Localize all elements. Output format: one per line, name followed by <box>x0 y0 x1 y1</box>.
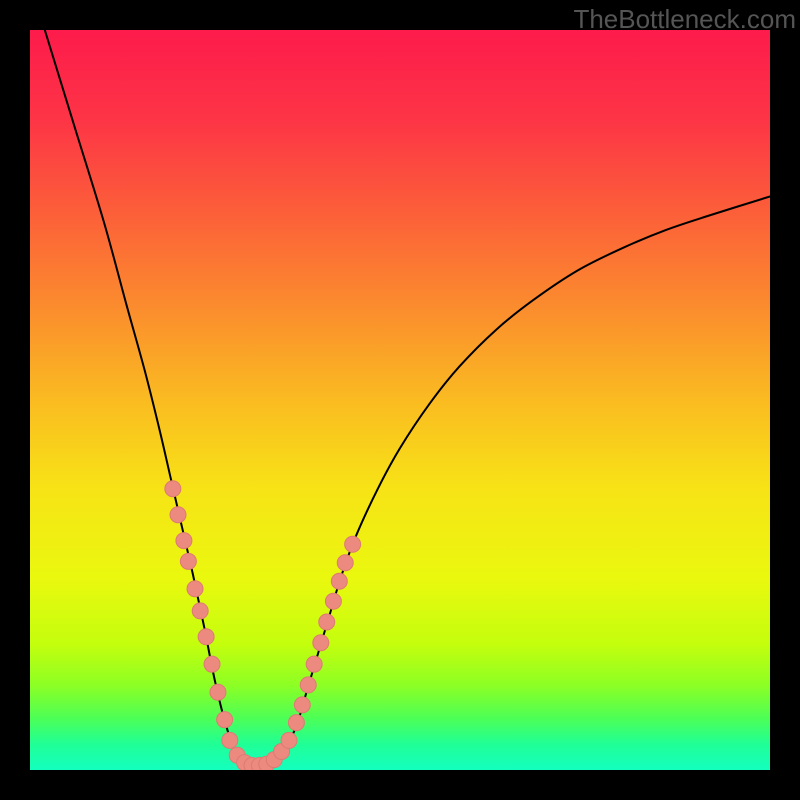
data-marker <box>281 732 297 748</box>
gradient-background <box>30 30 770 770</box>
data-marker <box>170 507 186 523</box>
plot-area <box>30 30 770 770</box>
data-marker <box>306 656 322 672</box>
data-marker <box>313 635 329 651</box>
data-marker <box>325 593 341 609</box>
data-marker <box>204 656 220 672</box>
data-marker <box>210 684 226 700</box>
data-marker <box>192 603 208 619</box>
data-marker <box>319 614 335 630</box>
data-marker <box>198 629 214 645</box>
data-marker <box>180 553 196 569</box>
data-marker <box>300 677 316 693</box>
data-marker <box>176 533 192 549</box>
data-marker <box>187 581 203 597</box>
data-marker <box>217 712 233 728</box>
data-marker <box>337 555 353 571</box>
data-marker <box>222 732 238 748</box>
data-marker <box>288 715 304 731</box>
data-marker <box>165 481 181 497</box>
watermark-text: TheBottleneck.com <box>573 4 796 35</box>
data-marker <box>294 697 310 713</box>
plot-svg <box>30 30 770 770</box>
data-marker <box>331 573 347 589</box>
data-marker <box>345 536 361 552</box>
chart-root: TheBottleneck.com <box>0 0 800 800</box>
